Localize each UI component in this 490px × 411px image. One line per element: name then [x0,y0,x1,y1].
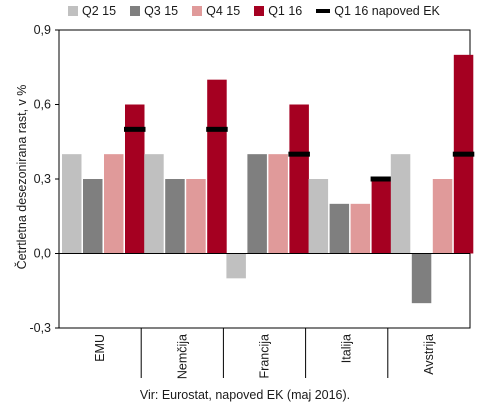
legend-item-q2-15: Q2 15 [68,4,116,18]
legend-label-q1-16: Q1 16 [268,4,303,18]
bar-q4-15-2 [268,154,288,254]
legend-label-q3-15: Q3 15 [144,4,179,18]
legend-swatch-q3-15 [130,6,141,16]
forecast-marker-4 [452,151,475,157]
bar-q1-16-3 [371,179,392,254]
forecast-marker-3 [370,176,393,182]
bar-q2-15-3 [308,179,329,254]
legend-label-q4-15: Q4 15 [206,4,241,18]
bar-q4-15-0 [104,154,124,254]
bar-q1-16-1 [207,79,227,254]
legend-label-forecast: Q1 16 napoved EK [334,4,440,18]
bar-q3-15-3 [329,203,350,254]
x-category-label: Avstrija [422,334,436,375]
x-category-label: Francija [258,334,272,379]
forecast-marker-2 [288,151,310,157]
bar-q2-15-4 [390,154,411,254]
forecast-marker-0 [124,126,146,132]
x-category-label: Nemčija [175,334,189,379]
bar-q2-15-2 [226,253,246,279]
source-note: Vir: Eurostat, napoved EK (maj 2016). [139,388,351,402]
bar-q2-15-0 [62,154,82,254]
legend-item-q3-15: Q3 15 [130,4,178,18]
y-axis-label: Četrtletna desezonirana rast, v % [15,84,29,270]
bar-q3-15-0 [83,179,103,254]
legend-swatch-q4-15 [192,6,203,16]
bar-q1-16-0 [125,104,145,254]
y-tick-label: 0,9 [34,23,51,37]
x-category-label: Italija [340,334,354,363]
legend-item-forecast: Q1 16 napoved EK [316,4,440,18]
legend-swatch-q1-16 [254,6,265,16]
bar-q3-15-4 [411,253,432,304]
x-category-label: EMU [93,334,107,362]
y-tick-label: 0,0 [34,247,51,261]
bar-q3-15-2 [247,154,267,254]
bar-q4-15-1 [186,179,206,254]
legend: Q2 15 Q3 15 Q4 15 Q1 16 Q1 16 napoved EK [68,4,454,18]
bar-q3-15-1 [165,179,185,254]
legend-label-q2-15: Q2 15 [82,4,117,18]
bar-q1-16-2 [289,104,309,254]
y-tick-label: 0,6 [34,98,51,112]
legend-swatch-forecast [316,9,331,13]
bar-q2-15-1 [144,154,164,254]
y-tick-label: -0,3 [29,321,51,335]
bar-q4-15-4 [432,179,453,254]
legend-item-q4-15: Q4 15 [192,4,240,18]
forecast-marker-1 [206,126,228,132]
bar-q4-15-3 [350,203,371,254]
legend-item-q1-16: Q1 16 [254,4,302,18]
legend-swatch-q2-15 [68,6,78,16]
y-tick-label: 0,3 [34,172,51,186]
